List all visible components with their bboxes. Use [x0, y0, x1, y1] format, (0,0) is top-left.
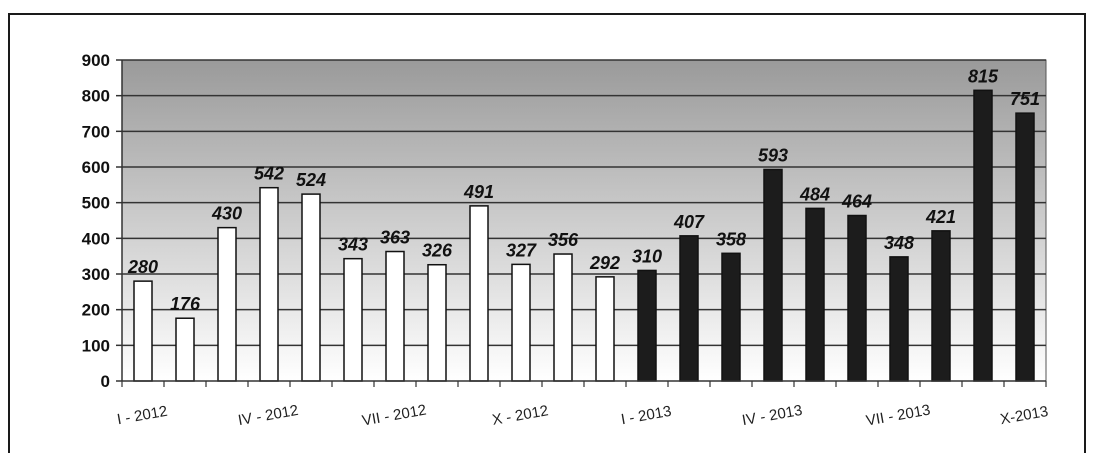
- bar: [511, 263, 531, 382]
- x-axis: I - 2012 IV - 2012 VII - 2012 X - 2012 I - 2…: [116, 380, 1050, 430]
- bar: [259, 186, 279, 382]
- x-tick-label: IV - 2012: [237, 402, 300, 429]
- data-labels: 280 176 430 542 524 343 363 326 491 327 356 292 310 4…: [127, 66, 1040, 314]
- data-label: 464: [841, 192, 872, 212]
- data-label: 326: [422, 241, 453, 261]
- bars: [133, 89, 1035, 382]
- data-label: 348: [884, 233, 914, 253]
- data-label: 343: [338, 235, 368, 255]
- bar: [805, 207, 825, 382]
- data-label: 407: [673, 212, 705, 232]
- y-tick-label: 100: [82, 336, 110, 355]
- y-tick-label: 0: [101, 372, 110, 391]
- chart-frame: [8, 13, 1086, 453]
- bar: [847, 214, 867, 382]
- data-label: 310: [632, 246, 662, 266]
- x-tick-label: I - 2013: [620, 403, 673, 429]
- data-label: 292: [589, 253, 620, 273]
- x-tick-label: X-2013: [999, 403, 1050, 428]
- bar: [175, 317, 195, 382]
- bar: [301, 193, 321, 382]
- data-label: 751: [1010, 89, 1040, 109]
- bar: [721, 252, 741, 382]
- bar: [553, 253, 573, 382]
- bar: [763, 168, 783, 382]
- bar: [889, 256, 909, 382]
- data-label: 176: [170, 294, 201, 314]
- bar: [469, 205, 489, 382]
- y-tick-label: 200: [82, 301, 110, 320]
- y-tick-label: 900: [82, 51, 110, 70]
- data-label: 363: [380, 228, 410, 248]
- bar: [931, 230, 951, 382]
- data-label: 484: [799, 184, 830, 204]
- bar: [595, 276, 615, 382]
- bar: [973, 89, 993, 382]
- x-tick-label: VII - 2013: [865, 402, 932, 430]
- y-tick-label: 600: [82, 158, 110, 177]
- data-label: 358: [716, 229, 746, 249]
- data-label: 421: [925, 207, 956, 227]
- bar: [1015, 112, 1035, 382]
- data-label: 542: [254, 164, 284, 184]
- y-tick-label: 300: [82, 265, 110, 284]
- data-label: 327: [506, 240, 537, 260]
- y-tick-label: 500: [82, 194, 110, 213]
- y-tick-label: 700: [82, 122, 110, 141]
- y-tick-label: 400: [82, 229, 110, 248]
- data-label: 593: [758, 145, 788, 165]
- data-label: 524: [296, 170, 326, 190]
- x-tick-label: I - 2012: [116, 403, 169, 429]
- data-label: 430: [211, 204, 242, 224]
- data-label: 815: [968, 66, 999, 86]
- data-label: 356: [548, 230, 579, 250]
- bar: [343, 257, 363, 382]
- bar: [427, 263, 447, 382]
- x-tick-label: IV - 2013: [741, 402, 804, 429]
- bar: [217, 226, 237, 382]
- bar: [679, 235, 699, 382]
- bar: [385, 250, 405, 382]
- y-axis: 0 100 200 300 400 500 600 700 800 900: [82, 51, 123, 391]
- bar: [637, 269, 657, 382]
- data-label: 491: [463, 182, 494, 202]
- y-tick-label: 800: [82, 87, 110, 106]
- x-tick-label: VII - 2012: [361, 402, 428, 430]
- x-tick-label: X - 2012: [491, 402, 550, 429]
- data-label: 280: [127, 257, 158, 277]
- bar: [133, 280, 153, 382]
